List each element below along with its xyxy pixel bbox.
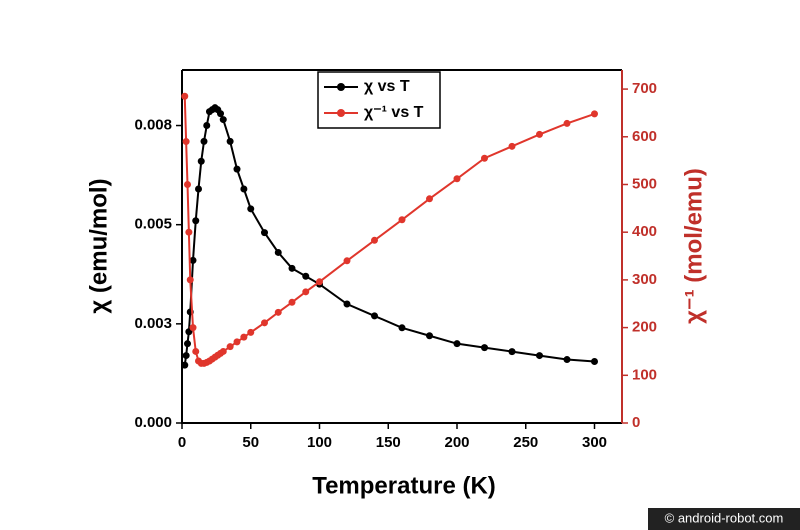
legend-marker <box>337 83 345 91</box>
data-point <box>453 340 461 348</box>
data-point <box>226 137 234 145</box>
x-tick-label: 200 <box>444 434 469 451</box>
data-point <box>398 216 406 224</box>
data-point <box>240 333 248 341</box>
data-point <box>536 130 543 138</box>
data-point <box>398 324 406 332</box>
data-point <box>189 324 197 332</box>
data-point <box>371 236 378 244</box>
legend-box <box>317 71 441 129</box>
data-point <box>226 343 234 351</box>
watermark-bg <box>648 508 800 530</box>
data-point <box>261 229 268 237</box>
data-point <box>233 165 241 173</box>
legend-label: χ vs T <box>364 78 410 95</box>
y-tick-label: 0.000 <box>134 414 172 431</box>
y2-tick-label: 400 <box>632 223 657 240</box>
data-point <box>426 332 433 340</box>
data-point <box>274 248 282 256</box>
data-point <box>371 312 378 320</box>
data-point <box>591 110 598 118</box>
x-tick-label: 250 <box>513 434 538 451</box>
y-tick-label: 0.003 <box>134 315 172 332</box>
data-point <box>261 319 268 327</box>
data-point <box>200 137 208 145</box>
data-point <box>481 344 488 352</box>
data-point <box>453 175 461 183</box>
data-point <box>247 205 255 213</box>
x-tick-label: 100 <box>307 434 332 451</box>
y2-axis-label: χ⁻¹ (mol/emu) <box>680 168 707 324</box>
data-point <box>182 138 190 146</box>
data-point <box>189 256 197 264</box>
x-tick-label: 0 <box>178 434 186 451</box>
y2-tick-label: 0 <box>632 414 640 431</box>
legend-marker <box>337 109 345 117</box>
y-axis-label: χ (emu/mol) <box>85 178 112 313</box>
data-point <box>426 195 433 203</box>
data-point <box>288 298 296 306</box>
data-point <box>203 122 211 130</box>
data-point <box>184 180 191 188</box>
y-tick-label: 0.008 <box>134 116 172 133</box>
data-point <box>219 347 227 355</box>
x-tick-label: 150 <box>376 434 401 451</box>
y-tick-label: 0.005 <box>134 216 172 233</box>
data-point <box>233 338 241 346</box>
data-point <box>217 110 224 118</box>
data-point <box>536 352 543 360</box>
y2-tick-label: 500 <box>632 175 657 192</box>
legend-label: χ⁻¹ vs T <box>364 104 424 121</box>
data-point <box>197 157 205 165</box>
data-point <box>247 328 255 336</box>
data-point <box>182 352 190 360</box>
data-point <box>302 288 310 296</box>
data-point <box>481 154 488 162</box>
data-point <box>181 92 189 100</box>
data-point <box>219 116 227 124</box>
data-point <box>181 361 189 369</box>
data-point <box>192 217 200 225</box>
y2-tick-label: 600 <box>632 128 657 145</box>
data-point <box>563 119 571 127</box>
y2-tick-label: 300 <box>632 271 657 288</box>
watermark: © android-robot.com <box>665 510 784 525</box>
data-point <box>274 308 282 316</box>
data-point <box>185 228 193 236</box>
data-point <box>508 142 516 150</box>
data-point <box>508 348 516 356</box>
series-line <box>183 106 595 366</box>
data-point <box>563 356 571 364</box>
data-point <box>184 340 191 348</box>
y2-tick-label: 200 <box>632 319 657 336</box>
data-point <box>343 300 351 308</box>
data-point <box>288 264 296 272</box>
x-axis-label: Temperature (K) <box>312 472 496 499</box>
data-point <box>316 278 323 286</box>
y2-tick-label: 700 <box>632 80 657 97</box>
data-point <box>186 276 194 284</box>
data-point <box>195 185 202 193</box>
series-line <box>183 96 595 365</box>
data-point <box>343 257 351 265</box>
y2-tick-label: 100 <box>632 366 657 383</box>
x-tick-label: 50 <box>242 434 259 451</box>
data-point <box>240 185 248 193</box>
data-point <box>591 358 598 366</box>
data-point <box>192 347 200 355</box>
data-point <box>302 272 310 280</box>
axes-frame <box>181 69 622 424</box>
x-tick-label: 300 <box>582 434 607 451</box>
